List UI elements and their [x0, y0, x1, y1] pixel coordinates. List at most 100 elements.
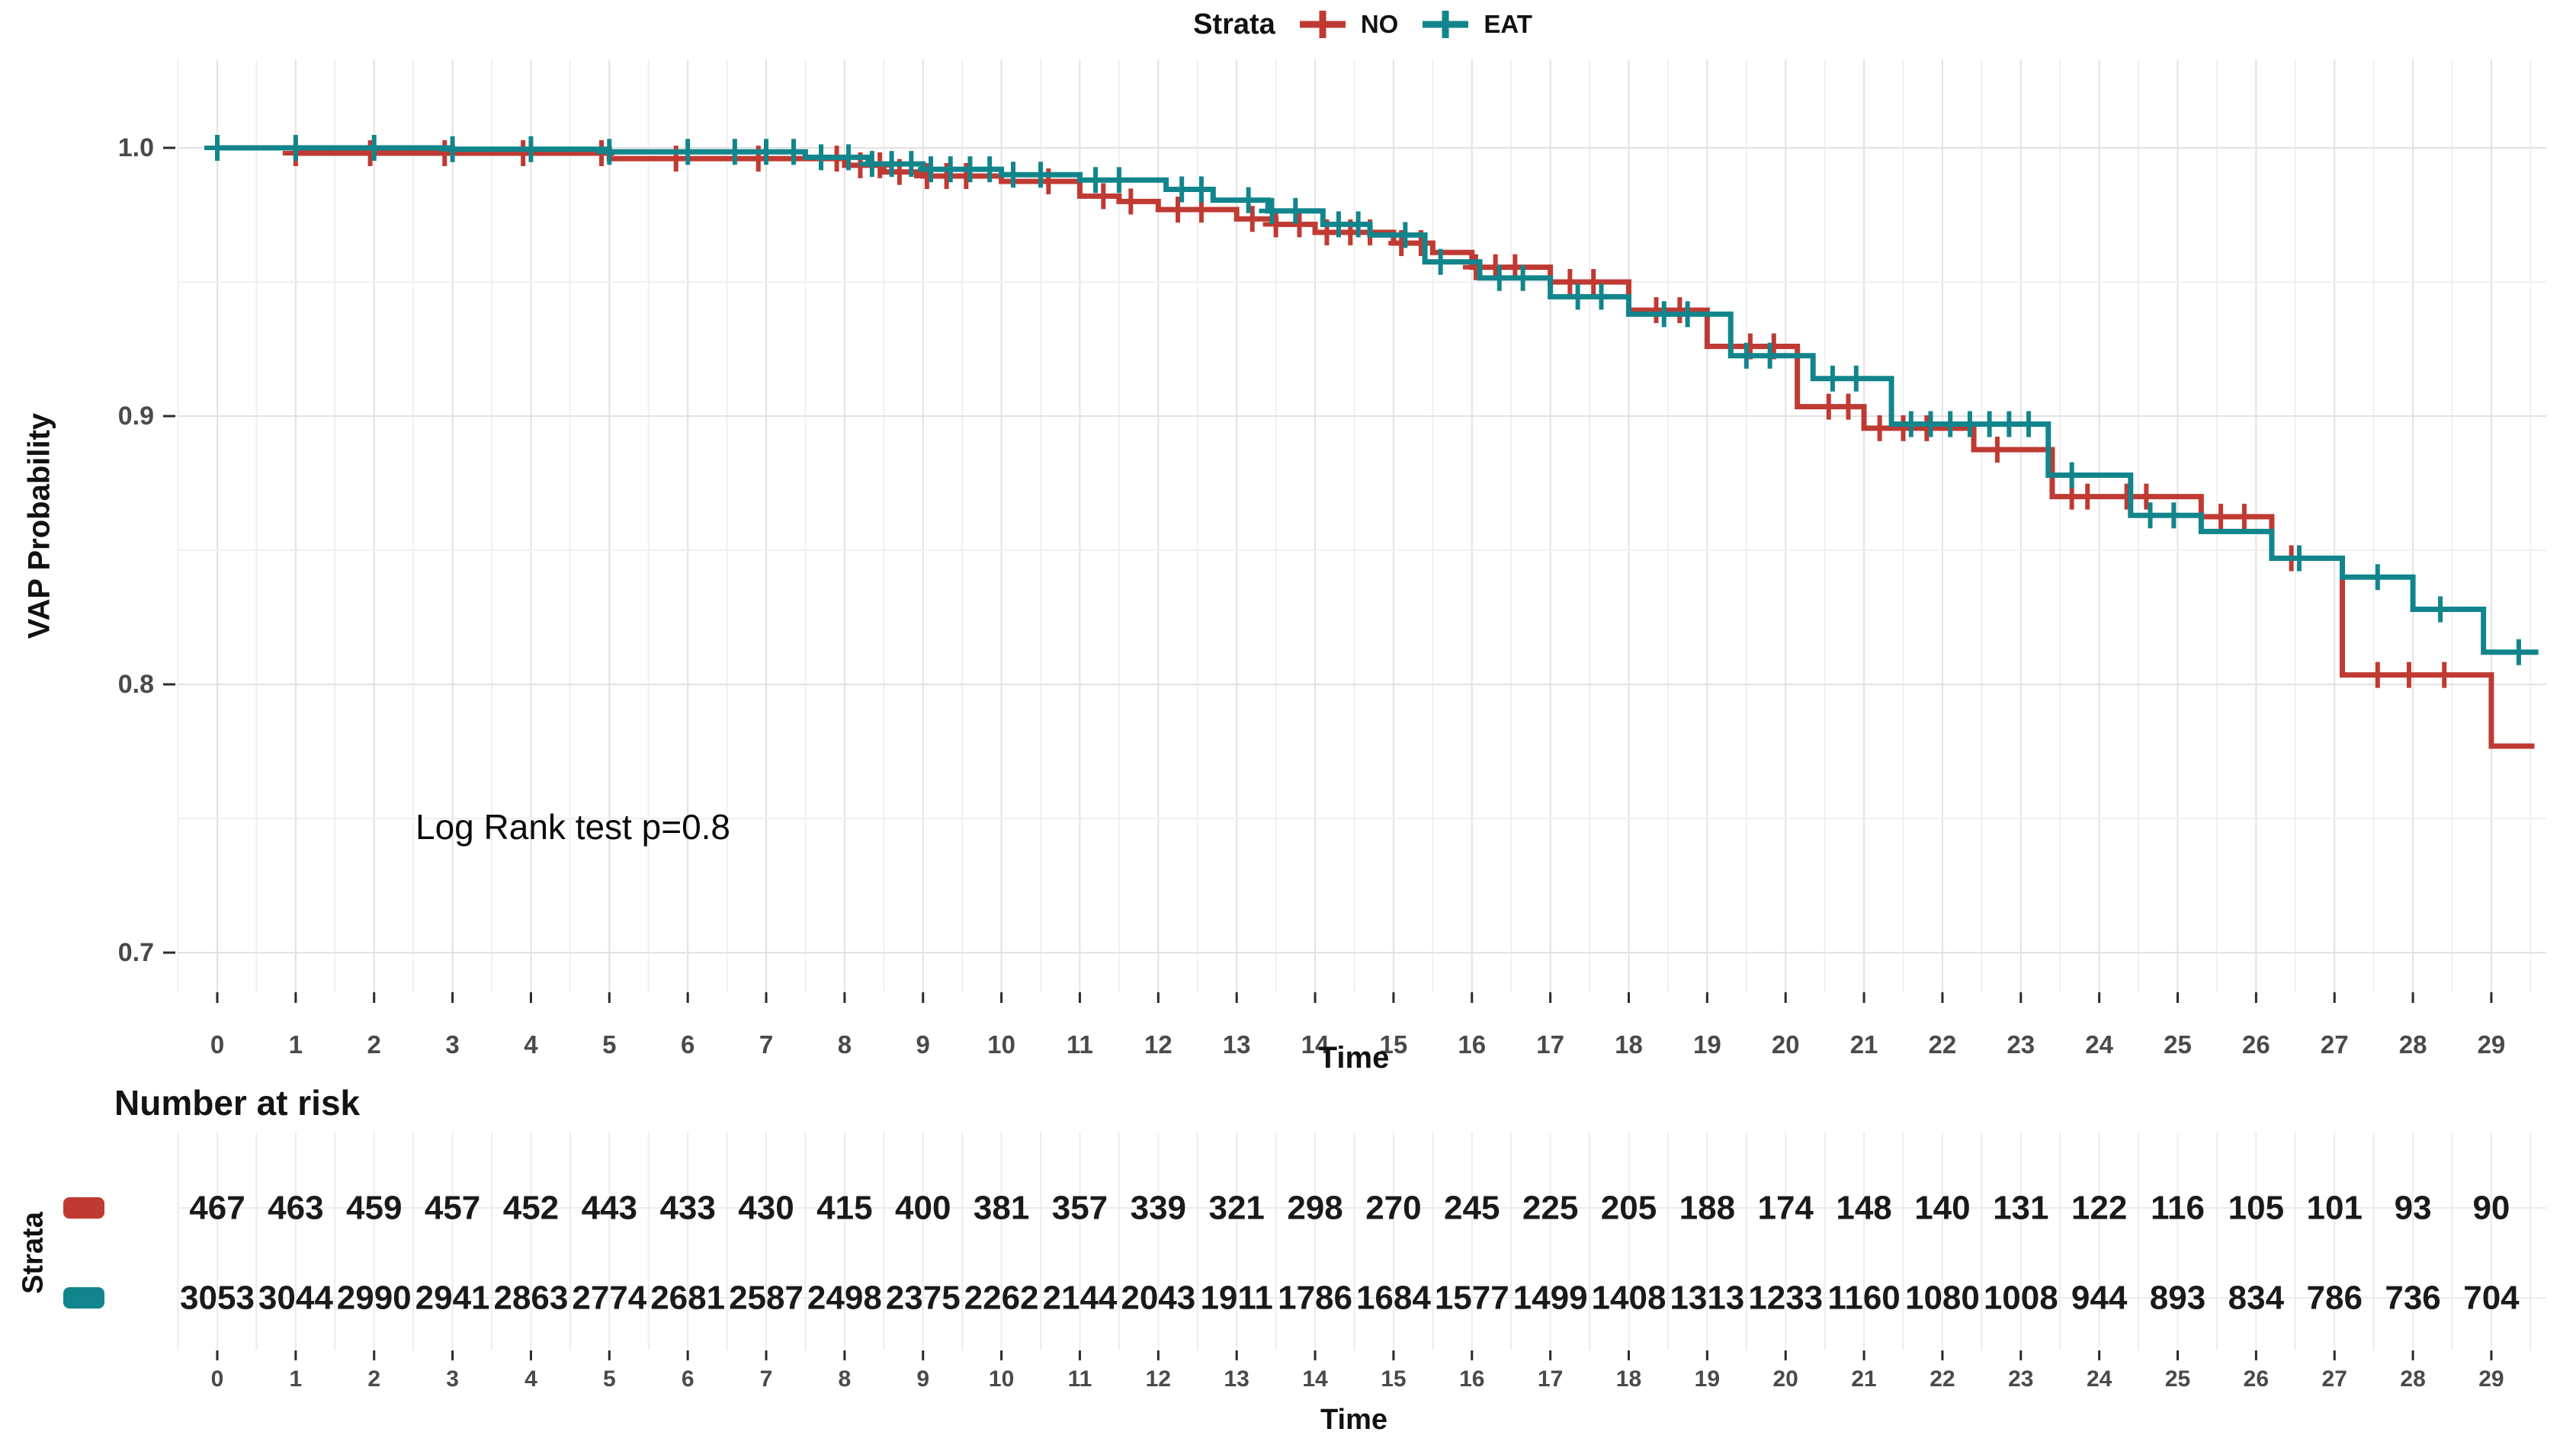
- svg-text:3: 3: [445, 1030, 459, 1059]
- svg-text:430: 430: [738, 1190, 794, 1227]
- svg-text:7: 7: [760, 1366, 773, 1392]
- svg-text:6: 6: [682, 1366, 695, 1392]
- svg-text:29: 29: [2478, 1030, 2506, 1059]
- svg-text:20: 20: [1773, 1366, 1798, 1392]
- svg-text:381: 381: [974, 1190, 1029, 1227]
- svg-text:17: 17: [1538, 1366, 1563, 1392]
- svg-text:24: 24: [2085, 1030, 2113, 1059]
- svg-text:7: 7: [759, 1030, 773, 1059]
- svg-text:357: 357: [1052, 1190, 1108, 1227]
- svg-text:25: 25: [2165, 1366, 2190, 1392]
- svg-text:11: 11: [1068, 1366, 1092, 1392]
- svg-text:1160: 1160: [1827, 1280, 1900, 1317]
- svg-text:23: 23: [2008, 1366, 2033, 1392]
- x-axis-title-main: Time: [1318, 1041, 1390, 1075]
- svg-text:452: 452: [503, 1190, 559, 1227]
- svg-text:0: 0: [210, 1030, 224, 1059]
- svg-text:101: 101: [2307, 1190, 2363, 1227]
- svg-text:29: 29: [2478, 1366, 2504, 1392]
- svg-text:20: 20: [1772, 1030, 1800, 1059]
- x-axis-ticks: 0 1 2 3 4 5 6 7 8 9 10 11 12 13 14 15 16 17 18 19 20 21 22 23 24…: [210, 992, 2505, 1059]
- svg-text:3053: 3053: [180, 1280, 255, 1317]
- svg-text:21: 21: [1850, 1030, 1878, 1059]
- svg-text:13: 13: [1224, 1366, 1249, 1392]
- svg-text:15: 15: [1381, 1366, 1406, 1392]
- main-panel-grid: [177, 59, 2546, 992]
- svg-text:18: 18: [1615, 1030, 1643, 1059]
- svg-text:22: 22: [1929, 1030, 1957, 1059]
- svg-text:21: 21: [1851, 1366, 1876, 1392]
- risk-numbers-no: 467 463 459 457 452 443 433 430 415 400 381 357 339 3…: [189, 1190, 2510, 1227]
- svg-text:944: 944: [2071, 1280, 2128, 1317]
- svg-text:463: 463: [268, 1190, 323, 1227]
- svg-text:15: 15: [1380, 1030, 1408, 1059]
- svg-text:339: 339: [1131, 1190, 1186, 1227]
- svg-text:2375: 2375: [886, 1280, 961, 1317]
- legend-key-eat-icon: [1423, 11, 1469, 38]
- svg-text:2144: 2144: [1043, 1280, 1118, 1317]
- risk-panel-grid: [177, 1132, 2546, 1350]
- svg-text:16: 16: [1458, 1030, 1486, 1059]
- svg-text:1313: 1313: [1670, 1280, 1744, 1317]
- svg-text:205: 205: [1601, 1190, 1657, 1227]
- svg-text:2990: 2990: [337, 1280, 412, 1317]
- svg-text:13: 13: [1223, 1030, 1251, 1059]
- log-rank-annotation: Log Rank test p=0.8: [415, 807, 731, 847]
- svg-text:26: 26: [2242, 1030, 2270, 1059]
- svg-text:1499: 1499: [1513, 1280, 1588, 1317]
- svg-text:245: 245: [1444, 1190, 1500, 1227]
- svg-text:0: 0: [211, 1366, 224, 1392]
- svg-text:3044: 3044: [258, 1280, 333, 1317]
- svg-text:400: 400: [895, 1190, 951, 1227]
- svg-text:2043: 2043: [1121, 1280, 1195, 1317]
- svg-text:786: 786: [2307, 1280, 2363, 1317]
- legend-label-no: NO: [1360, 10, 1399, 38]
- svg-text:8: 8: [839, 1366, 852, 1392]
- svg-text:433: 433: [659, 1190, 715, 1227]
- svg-text:28: 28: [2399, 1030, 2427, 1059]
- risk-x-axis-ticks: 0 1 2 3 4 5 6 7 8 9 10 11 12 13 14 15 16 17 18 19 20 21 22 23 24…: [211, 1350, 2504, 1392]
- svg-text:90: 90: [2472, 1190, 2510, 1227]
- svg-text:10: 10: [989, 1366, 1014, 1392]
- svg-text:11: 11: [1067, 1030, 1093, 1059]
- svg-text:457: 457: [425, 1190, 480, 1227]
- svg-text:0.8: 0.8: [118, 670, 154, 699]
- svg-text:1008: 1008: [1984, 1280, 2058, 1317]
- svg-text:321: 321: [1208, 1190, 1264, 1227]
- risk-table-title: Number at risk: [114, 1083, 361, 1123]
- svg-text:28: 28: [2400, 1366, 2425, 1392]
- svg-text:23: 23: [2007, 1030, 2035, 1059]
- svg-text:1233: 1233: [1748, 1280, 1823, 1317]
- legend-label-eat: EAT: [1484, 10, 1532, 38]
- y-axis-title: VAP Probability: [22, 412, 56, 639]
- x-axis-title-risk: Time: [1320, 1404, 1388, 1436]
- svg-text:2774: 2774: [572, 1280, 646, 1317]
- svg-text:25: 25: [2164, 1030, 2192, 1059]
- svg-text:298: 298: [1287, 1190, 1343, 1227]
- svg-text:5: 5: [603, 1366, 616, 1392]
- survival-curve-eat: [217, 145, 2539, 655]
- svg-text:2941: 2941: [415, 1280, 490, 1317]
- legend-key-no-icon: [1299, 11, 1346, 38]
- svg-text:22: 22: [1930, 1366, 1955, 1392]
- svg-text:1786: 1786: [1278, 1280, 1352, 1317]
- svg-text:174: 174: [1757, 1190, 1814, 1227]
- svg-text:116: 116: [2151, 1190, 2205, 1227]
- svg-text:9: 9: [916, 1030, 930, 1059]
- censor-marks-eat: [204, 135, 2532, 665]
- svg-text:188: 188: [1679, 1190, 1735, 1227]
- svg-text:1.0: 1.0: [118, 133, 154, 162]
- svg-text:1577: 1577: [1435, 1280, 1509, 1317]
- svg-text:1911: 1911: [1200, 1280, 1272, 1317]
- svg-text:19: 19: [1695, 1366, 1720, 1392]
- svg-text:1684: 1684: [1356, 1280, 1431, 1317]
- svg-text:6: 6: [681, 1030, 695, 1059]
- svg-text:12: 12: [1146, 1366, 1171, 1392]
- svg-text:0.9: 0.9: [118, 402, 154, 431]
- svg-text:105: 105: [2228, 1190, 2284, 1227]
- svg-text:893: 893: [2150, 1280, 2205, 1317]
- svg-text:14: 14: [1302, 1366, 1328, 1392]
- svg-text:3: 3: [446, 1366, 459, 1392]
- svg-text:148: 148: [1836, 1190, 1891, 1227]
